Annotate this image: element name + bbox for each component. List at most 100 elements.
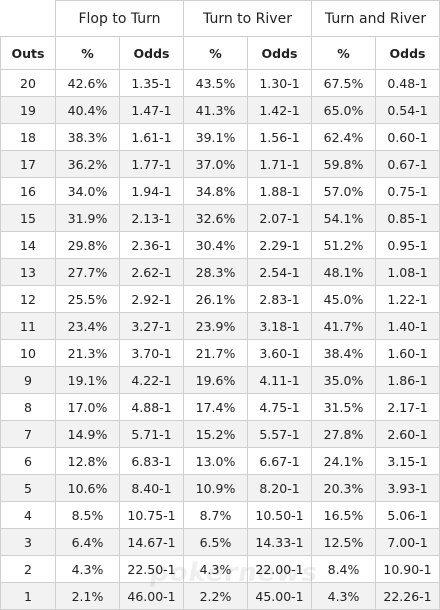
turn-to-river-odds-cell: 5.57-1 [246, 420, 313, 448]
turn-to-river-odds-cell: 4.75-1 [246, 393, 313, 421]
group-header-turn-to-river: Turn to River [182, 0, 313, 37]
turn-to-river-odds-cell: 1.42-1 [246, 96, 313, 124]
turn-and-river-percent-cell: 12.5% [311, 528, 377, 556]
table-row: 17 36.2% 1.77-1 37.0% 1.71-1 59.8% 0.67-1 [0, 150, 440, 178]
turn-to-river-percent-cell: 26.1% [183, 285, 248, 313]
table-row: 15 31.9% 2.13-1 32.6% 2.07-1 54.1% 0.85-1 [0, 204, 440, 232]
turn-and-river-odds-cell: 2.17-1 [375, 393, 440, 421]
flop-to-turn-percent-cell: 14.9% [55, 420, 120, 448]
turn-and-river-odds-cell: 0.54-1 [375, 96, 440, 124]
flop-to-turn-odds-cell: 8.40-1 [119, 474, 184, 502]
flop-to-turn-odds-cell: 1.47-1 [119, 96, 184, 124]
outs-cell: 11 [0, 312, 56, 340]
outs-cell: 12 [0, 285, 56, 313]
flop-to-turn-percent-cell: 2.1% [55, 582, 120, 610]
turn-to-river-odds-cell: 6.67-1 [246, 447, 313, 475]
flop-to-turn-odds-cell: 2.92-1 [119, 285, 184, 313]
turn-to-river-percent-cell: 43.5% [183, 69, 248, 97]
flop-to-turn-odds-cell: 22.50-1 [119, 555, 184, 583]
turn-to-river-percent-cell: 8.7% [183, 501, 248, 529]
turn-to-river-odds-cell: 1.56-1 [246, 123, 313, 151]
turn-and-river-percent-cell: 24.1% [311, 447, 377, 475]
outs-cell: 17 [0, 150, 56, 178]
turn-and-river-odds-cell: 1.60-1 [375, 339, 440, 367]
table-row: 11 23.4% 3.27-1 23.9% 3.18-1 41.7% 1.40-1 [0, 312, 440, 340]
outs-cell: 18 [0, 123, 56, 151]
flop-to-turn-odds-cell: 5.71-1 [119, 420, 184, 448]
outs-cell: 2 [0, 555, 56, 583]
turn-and-river-odds-cell: 0.95-1 [375, 231, 440, 259]
sub-header-odds: Odds [119, 36, 184, 70]
turn-to-river-odds-cell: 1.30-1 [246, 69, 313, 97]
turn-and-river-percent-cell: 59.8% [311, 150, 377, 178]
table-row: 10 21.3% 3.70-1 21.7% 3.60-1 38.4% 1.60-1 [0, 339, 440, 367]
sub-header-percent: % [55, 36, 120, 70]
sub-header-percent: % [311, 36, 377, 70]
flop-to-turn-odds-cell: 1.61-1 [119, 123, 184, 151]
outs-cell: 10 [0, 339, 56, 367]
flop-to-turn-percent-cell: 23.4% [55, 312, 120, 340]
outs-cell: 14 [0, 231, 56, 259]
turn-and-river-odds-cell: 22.26-1 [375, 582, 440, 610]
outs-cell: 6 [0, 447, 56, 475]
turn-and-river-odds-cell: 0.60-1 [375, 123, 440, 151]
turn-to-river-odds-cell: 45.00-1 [246, 582, 313, 610]
table-row: 16 34.0% 1.94-1 34.8% 1.88-1 57.0% 0.75-1 [0, 177, 440, 205]
turn-and-river-odds-cell: 0.48-1 [375, 69, 440, 97]
sub-header-percent: % [183, 36, 248, 70]
turn-and-river-percent-cell: 20.3% [311, 474, 377, 502]
turn-to-river-percent-cell: 32.6% [183, 204, 248, 232]
outs-cell: 4 [0, 501, 56, 529]
group-header-flop-to-turn: Flop to Turn [55, 0, 184, 37]
turn-to-river-percent-cell: 19.6% [183, 366, 248, 394]
table-row: 12 25.5% 2.92-1 26.1% 2.83-1 45.0% 1.22-1 [0, 285, 440, 313]
turn-and-river-percent-cell: 57.0% [311, 177, 377, 205]
outs-cell: 19 [0, 96, 56, 124]
flop-to-turn-percent-cell: 29.8% [55, 231, 120, 259]
flop-to-turn-odds-cell: 1.77-1 [119, 150, 184, 178]
outs-cell: 1 [0, 582, 56, 610]
turn-to-river-odds-cell: 22.00-1 [246, 555, 313, 583]
turn-to-river-percent-cell: 13.0% [183, 447, 248, 475]
outs-cell: 16 [0, 177, 56, 205]
turn-to-river-percent-cell: 6.5% [183, 528, 248, 556]
turn-and-river-percent-cell: 62.4% [311, 123, 377, 151]
flop-to-turn-percent-cell: 42.6% [55, 69, 120, 97]
outs-cell: 15 [0, 204, 56, 232]
turn-and-river-odds-cell: 10.90-1 [375, 555, 440, 583]
flop-to-turn-odds-cell: 2.62-1 [119, 258, 184, 286]
turn-and-river-percent-cell: 4.3% [311, 582, 377, 610]
flop-to-turn-percent-cell: 10.6% [55, 474, 120, 502]
turn-and-river-odds-cell: 1.08-1 [375, 258, 440, 286]
table-row: 1 2.1% 46.00-1 2.2% 45.00-1 4.3% 22.26-1 [0, 582, 440, 610]
flop-to-turn-percent-cell: 27.7% [55, 258, 120, 286]
flop-to-turn-percent-cell: 36.2% [55, 150, 120, 178]
turn-to-river-percent-cell: 2.2% [183, 582, 248, 610]
turn-and-river-percent-cell: 65.0% [311, 96, 377, 124]
turn-and-river-odds-cell: 0.67-1 [375, 150, 440, 178]
table-row: 7 14.9% 5.71-1 15.2% 5.57-1 27.8% 2.60-1 [0, 420, 440, 448]
turn-and-river-percent-cell: 31.5% [311, 393, 377, 421]
turn-to-river-odds-cell: 3.18-1 [246, 312, 313, 340]
outs-cell: 9 [0, 366, 56, 394]
table-row: 2 4.3% 22.50-1 4.3% 22.00-1 8.4% 10.90-1 [0, 555, 440, 583]
turn-and-river-odds-cell: 2.60-1 [375, 420, 440, 448]
flop-to-turn-odds-cell: 2.13-1 [119, 204, 184, 232]
corner-cell [0, 0, 56, 37]
turn-and-river-percent-cell: 16.5% [311, 501, 377, 529]
flop-to-turn-percent-cell: 25.5% [55, 285, 120, 313]
turn-to-river-odds-cell: 2.07-1 [246, 204, 313, 232]
turn-to-river-percent-cell: 34.8% [183, 177, 248, 205]
turn-and-river-odds-cell: 7.00-1 [375, 528, 440, 556]
turn-and-river-percent-cell: 38.4% [311, 339, 377, 367]
turn-to-river-percent-cell: 30.4% [183, 231, 248, 259]
turn-to-river-percent-cell: 41.3% [183, 96, 248, 124]
outs-cell: 5 [0, 474, 56, 502]
flop-to-turn-percent-cell: 40.4% [55, 96, 120, 124]
turn-and-river-percent-cell: 67.5% [311, 69, 377, 97]
flop-to-turn-odds-cell: 4.22-1 [119, 366, 184, 394]
sub-header-row: Outs % Odds % Odds % Odds [0, 36, 440, 70]
flop-to-turn-odds-cell: 3.27-1 [119, 312, 184, 340]
turn-to-river-percent-cell: 37.0% [183, 150, 248, 178]
